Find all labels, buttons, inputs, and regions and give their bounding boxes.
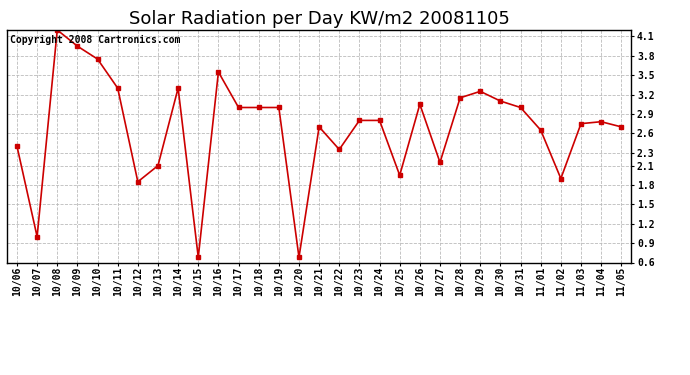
Text: Copyright 2008 Cartronics.com: Copyright 2008 Cartronics.com xyxy=(10,34,180,45)
Title: Solar Radiation per Day KW/m2 20081105: Solar Radiation per Day KW/m2 20081105 xyxy=(129,10,509,28)
